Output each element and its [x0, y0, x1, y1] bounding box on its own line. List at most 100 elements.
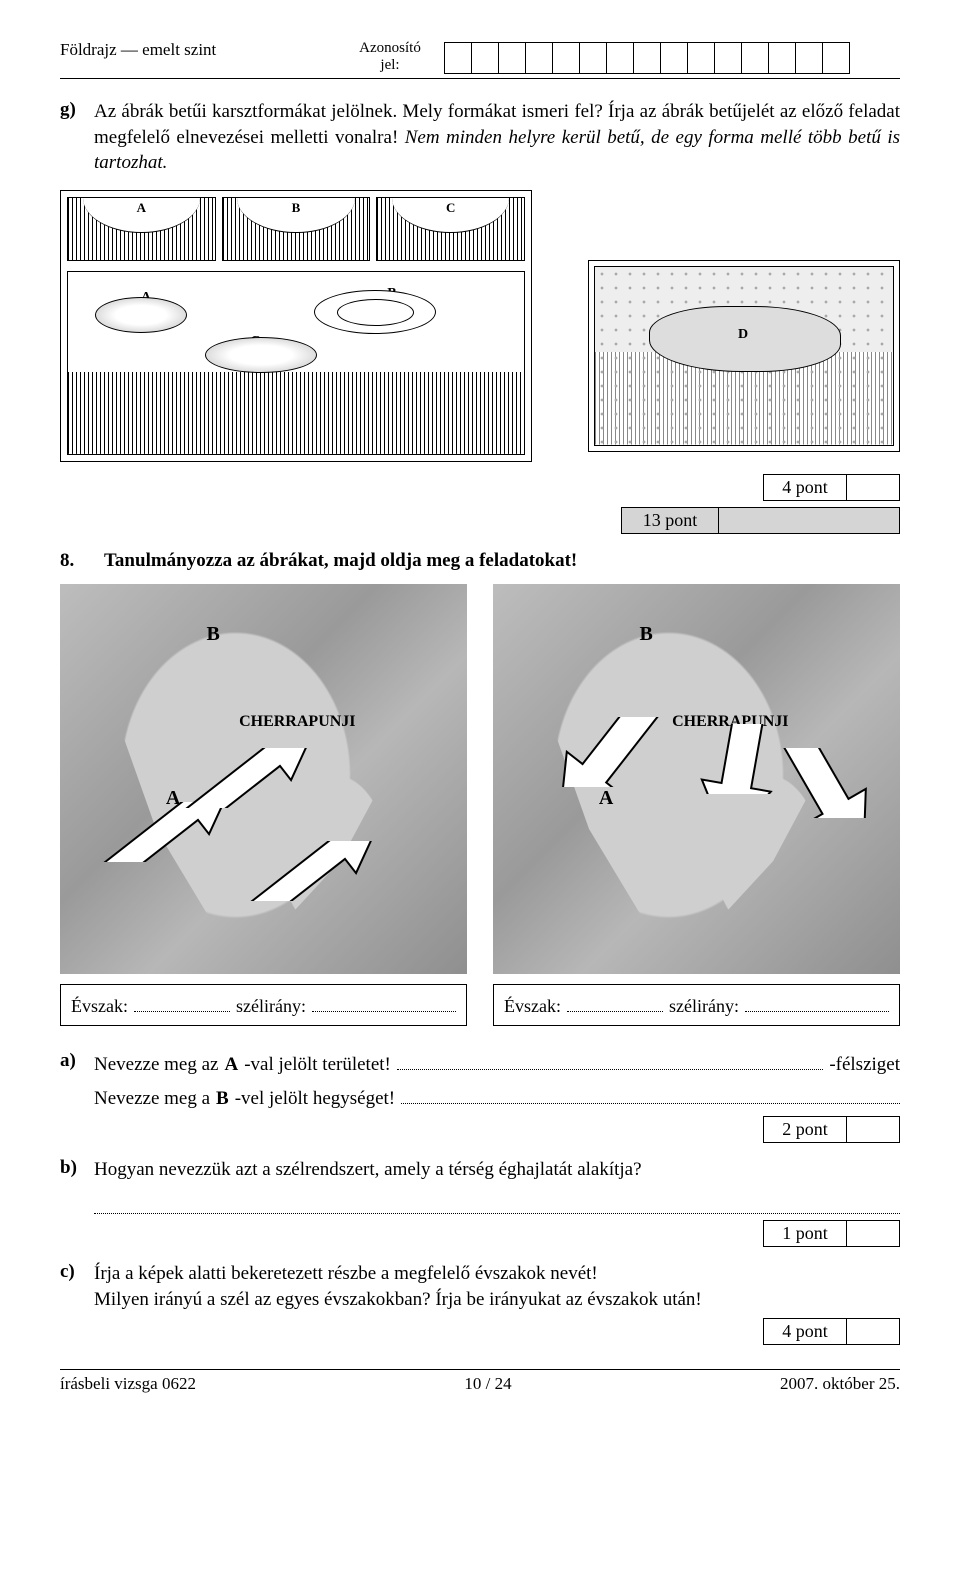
subtask-c: c) Írja a képek alatti bekeretezett rész… — [60, 1261, 900, 1345]
id-box[interactable] — [714, 42, 742, 74]
page: Földrajz — emelt szint Azonosító jel: g) — [0, 0, 960, 1414]
id-box[interactable] — [687, 42, 715, 74]
map-left-label-b: B — [207, 623, 220, 646]
cross-section-b: B — [222, 197, 371, 261]
karst-block-diagram: A B C — [67, 271, 525, 455]
subtask-b-letter: b) — [60, 1157, 94, 1183]
subtask-a-line2: Nevezze meg a B -vel jelölt hegységet! — [94, 1084, 900, 1110]
subtask-b-points: 1 pont — [763, 1220, 847, 1247]
subtask-a-letter: a) — [60, 1050, 94, 1078]
subtask-c-points-row: 4 pont — [60, 1318, 900, 1345]
footer-left: írásbeli vizsga 0622 — [60, 1374, 196, 1394]
task-8-title: 8. Tanulmányozza az ábrákat, majd oldja … — [60, 550, 900, 572]
doline-c — [205, 337, 317, 373]
text: -val jelölt területet! — [244, 1052, 391, 1078]
id-box[interactable] — [552, 42, 580, 74]
text: -vel jelölt hegységet! — [235, 1088, 395, 1110]
id-label-line2: jel: — [380, 57, 399, 73]
id-box[interactable] — [579, 42, 607, 74]
footer-right: 2007. október 25. — [780, 1374, 900, 1394]
task-8-number: 8. — [60, 550, 94, 572]
answer-line[interactable] — [134, 993, 230, 1012]
answer-line[interactable] — [567, 993, 663, 1012]
arrow-sw-icon — [737, 748, 900, 818]
id-label: Azonosító jel: — [340, 40, 440, 73]
footer-center: 10 / 24 — [464, 1374, 511, 1394]
subtask-c-body: Írja a képek alatti bekeretezett részbe … — [94, 1261, 900, 1312]
id-box[interactable] — [633, 42, 661, 74]
task-g-text: Az ábrák betűi karsztformákat jelölnek. … — [94, 99, 900, 176]
subtask-b-text: Hogyan nevezzük azt a szélrendszert, ame… — [94, 1157, 900, 1183]
bold-a: A — [224, 1052, 238, 1078]
text: Nevezze meg a — [94, 1088, 210, 1110]
karst-figure-right: D — [588, 260, 900, 452]
task-g-points-row: 4 pont — [60, 474, 900, 501]
subtask-a-line1: Nevezze meg az A -val jelölt területet! … — [94, 1050, 900, 1078]
task-8-text: Tanulmányozza az ábrákat, majd oldja meg… — [104, 550, 577, 572]
map-right: B A CHERRAPUNJI — [493, 584, 900, 974]
task-g-letter: g) — [60, 99, 94, 176]
label-d: D — [738, 327, 748, 343]
total-points-blank[interactable] — [719, 507, 900, 534]
polje-diagram: D — [594, 266, 894, 446]
id-box-grid — [444, 42, 850, 74]
id-box[interactable] — [741, 42, 769, 74]
points-blank[interactable] — [847, 1116, 900, 1143]
answer-line[interactable] — [401, 1084, 900, 1104]
subtask-c-line1: Írja a képek alatti bekeretezett részbe … — [94, 1263, 598, 1284]
answer-line[interactable] — [312, 993, 456, 1012]
map-left: B A CHERRAPUNJI — [60, 584, 467, 974]
points-blank[interactable] — [847, 1220, 900, 1247]
season-label: Évszak: — [71, 996, 128, 1017]
subject-level: Földrajz — emelt szint — [60, 40, 340, 60]
page-header: Földrajz — emelt szint Azonosító jel: — [60, 40, 900, 79]
season-box-right[interactable]: Évszak: szélirány: — [493, 984, 900, 1026]
task-g: g) Az ábrák betűi karsztformákat jelölne… — [60, 99, 900, 176]
total-points-row: 13 pont — [60, 507, 900, 534]
arrow-ne-icon — [215, 841, 405, 901]
subtask-c-line2: Milyen irányú a szél az egyes évszakokba… — [94, 1289, 702, 1310]
subtask-b-points-row: 1 pont — [60, 1220, 900, 1247]
id-box[interactable] — [768, 42, 796, 74]
label-c: C — [444, 200, 457, 216]
id-box[interactable] — [471, 42, 499, 74]
task-g-points: 4 pont — [763, 474, 847, 501]
total-points: 13 pont — [621, 507, 719, 534]
id-box[interactable] — [822, 42, 850, 74]
subtask-c-letter: c) — [60, 1261, 94, 1312]
subtask-a: a) Nevezze meg az A -val jelölt területe… — [60, 1050, 900, 1143]
id-box[interactable] — [498, 42, 526, 74]
season-box-left[interactable]: Évszak: szélirány: — [60, 984, 467, 1026]
label-b: B — [290, 200, 303, 216]
suffix: -félsziget — [829, 1052, 900, 1078]
points-blank[interactable] — [847, 1318, 900, 1345]
cross-section-c: C — [376, 197, 525, 261]
id-box[interactable] — [606, 42, 634, 74]
doline-b — [314, 290, 436, 334]
page-footer: írásbeli vizsga 0622 10 / 24 2007. októb… — [60, 1369, 900, 1394]
season-answer-boxes: Évszak: szélirány: Évszak: szélirány: — [60, 984, 900, 1026]
doline-a — [95, 297, 187, 333]
map-left-cherrapunji: CHERRAPUNJI — [239, 713, 355, 731]
subtask-b: b) Hogyan nevezzük azt a szélrendszert, … — [60, 1157, 900, 1248]
text: Nevezze meg az — [94, 1052, 218, 1078]
answer-line[interactable] — [94, 1192, 900, 1214]
karst-figure-left: A B C A B C — [60, 190, 532, 462]
cross-section-a: A — [67, 197, 216, 261]
season-label: Évszak: — [504, 996, 561, 1017]
answer-line[interactable] — [397, 1050, 823, 1070]
wind-label: szélirány: — [236, 996, 306, 1017]
karst-cross-sections: A B C — [67, 197, 525, 261]
bold-b: B — [216, 1088, 229, 1110]
label-a: A — [135, 200, 148, 216]
karst-figures: A B C A B C D — [60, 190, 900, 462]
id-box[interactable] — [795, 42, 823, 74]
answer-line[interactable] — [745, 993, 889, 1012]
id-box[interactable] — [660, 42, 688, 74]
id-box[interactable] — [525, 42, 553, 74]
subtask-a-points: 2 pont — [763, 1116, 847, 1143]
id-box[interactable] — [444, 42, 472, 74]
task-g-points-blank[interactable] — [847, 474, 900, 501]
subtask-c-points: 4 pont — [763, 1318, 847, 1345]
india-maps: B A CHERRAPUNJI B A CHERRAPUNJI — [60, 584, 900, 974]
